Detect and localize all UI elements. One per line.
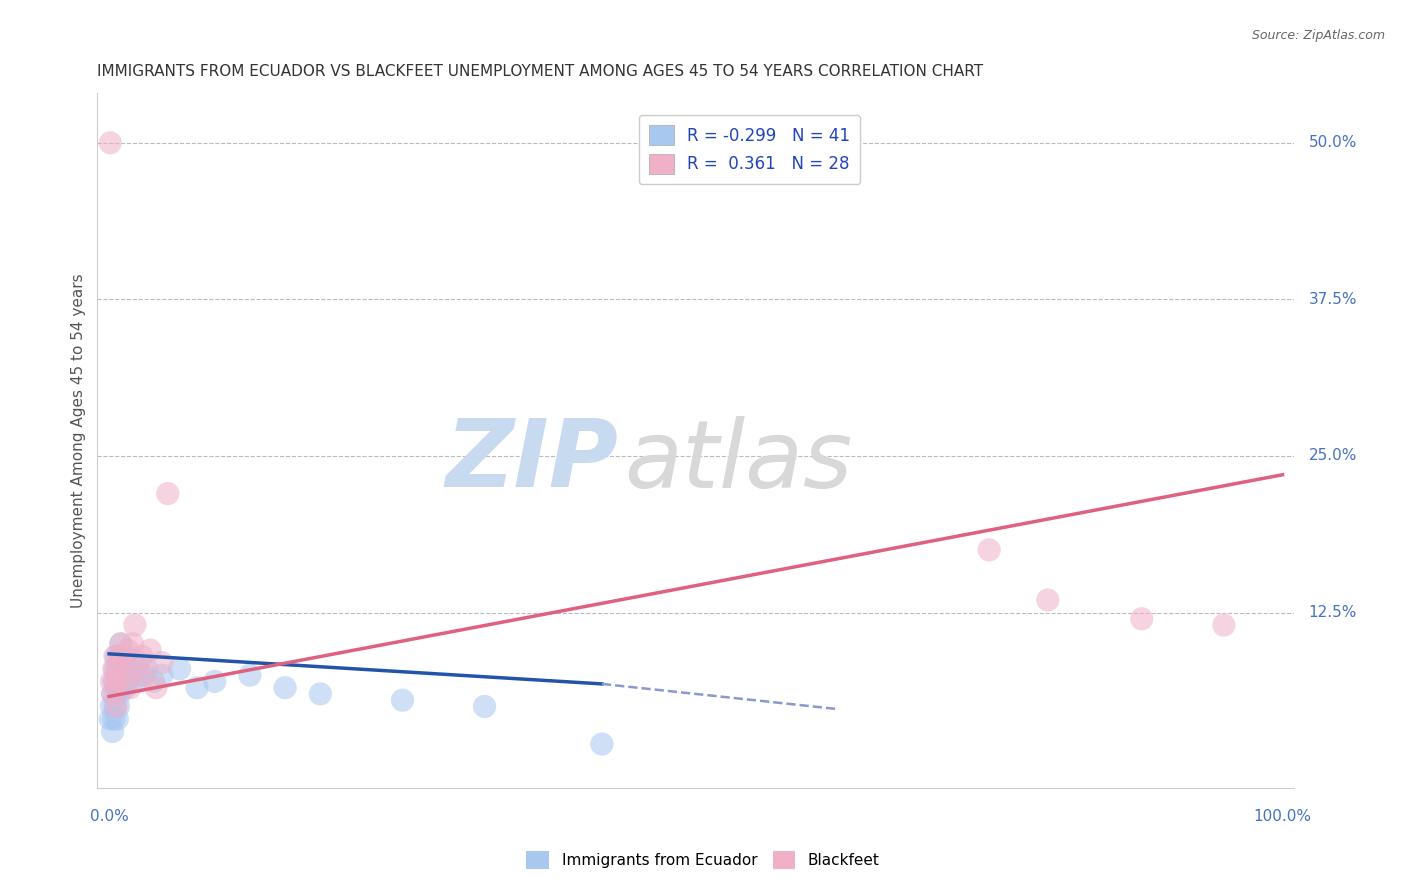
Point: [108, 649, 131, 664]
Point: [274, 681, 297, 695]
Point: [186, 681, 208, 695]
Text: IMMIGRANTS FROM ECUADOR VS BLACKFEET UNEMPLOYMENT AMONG AGES 45 TO 54 YEARS CORR: IMMIGRANTS FROM ECUADOR VS BLACKFEET UNE…: [97, 64, 983, 79]
Point: [150, 656, 173, 670]
Text: 50.0%: 50.0%: [1309, 136, 1357, 151]
Point: [112, 656, 135, 670]
Point: [142, 674, 165, 689]
Text: 100.0%: 100.0%: [1254, 809, 1312, 823]
Point: [108, 649, 131, 664]
Point: [107, 674, 129, 689]
Point: [105, 699, 128, 714]
Point: [98, 136, 121, 150]
Text: 37.5%: 37.5%: [1309, 292, 1357, 307]
Point: [124, 674, 146, 689]
Text: ZIP: ZIP: [446, 415, 619, 508]
Point: [204, 674, 226, 689]
Text: 12.5%: 12.5%: [1309, 605, 1357, 620]
Point: [120, 668, 142, 682]
Point: [100, 699, 122, 714]
Point: [112, 668, 135, 682]
Point: [121, 637, 143, 651]
Point: [150, 668, 173, 682]
Point: [100, 674, 122, 689]
Point: [145, 681, 167, 695]
Point: [115, 649, 138, 664]
Point: [103, 662, 125, 676]
Point: [107, 699, 129, 714]
Point: [105, 687, 128, 701]
Point: [134, 668, 156, 682]
Point: [239, 668, 262, 682]
Point: [101, 687, 124, 701]
Point: [101, 687, 124, 701]
Point: [139, 643, 162, 657]
Point: [108, 687, 131, 701]
Point: [391, 693, 413, 707]
Point: [105, 662, 128, 676]
Point: [114, 681, 136, 695]
Point: [127, 656, 149, 670]
Point: [105, 674, 128, 689]
Point: [120, 681, 142, 695]
Point: [104, 674, 127, 689]
Point: [131, 668, 153, 682]
Point: [103, 674, 125, 689]
Point: [111, 662, 134, 676]
Point: [124, 618, 146, 632]
Point: [1212, 618, 1234, 632]
Point: [107, 662, 129, 676]
Point: [117, 643, 139, 657]
Point: [117, 674, 139, 689]
Point: [105, 649, 128, 664]
Text: 25.0%: 25.0%: [1309, 449, 1357, 464]
Point: [591, 737, 613, 751]
Point: [101, 724, 124, 739]
Point: [110, 637, 132, 651]
Point: [112, 656, 135, 670]
Point: [474, 699, 496, 714]
Legend: R = -0.299   N = 41, R =  0.361   N = 28: R = -0.299 N = 41, R = 0.361 N = 28: [638, 115, 860, 184]
Point: [98, 712, 121, 726]
Point: [103, 712, 125, 726]
Point: [156, 486, 179, 500]
Text: atlas: atlas: [624, 416, 852, 507]
Point: [169, 662, 191, 676]
Y-axis label: Unemployment Among Ages 45 to 54 years: Unemployment Among Ages 45 to 54 years: [72, 273, 86, 607]
Point: [114, 668, 136, 682]
Point: [131, 649, 153, 664]
Point: [127, 662, 149, 676]
Point: [110, 637, 132, 651]
Point: [104, 699, 127, 714]
Point: [110, 674, 132, 689]
Point: [104, 662, 127, 676]
Point: [1036, 593, 1059, 607]
Text: 0.0%: 0.0%: [90, 809, 128, 823]
Legend: Immigrants from Ecuador, Blackfeet: Immigrants from Ecuador, Blackfeet: [520, 845, 886, 875]
Point: [121, 662, 143, 676]
Point: [105, 712, 128, 726]
Point: [1130, 612, 1153, 626]
Point: [979, 542, 1001, 557]
Point: [135, 662, 157, 676]
Point: [104, 649, 127, 664]
Point: [309, 687, 332, 701]
Text: Source: ZipAtlas.com: Source: ZipAtlas.com: [1251, 29, 1385, 43]
